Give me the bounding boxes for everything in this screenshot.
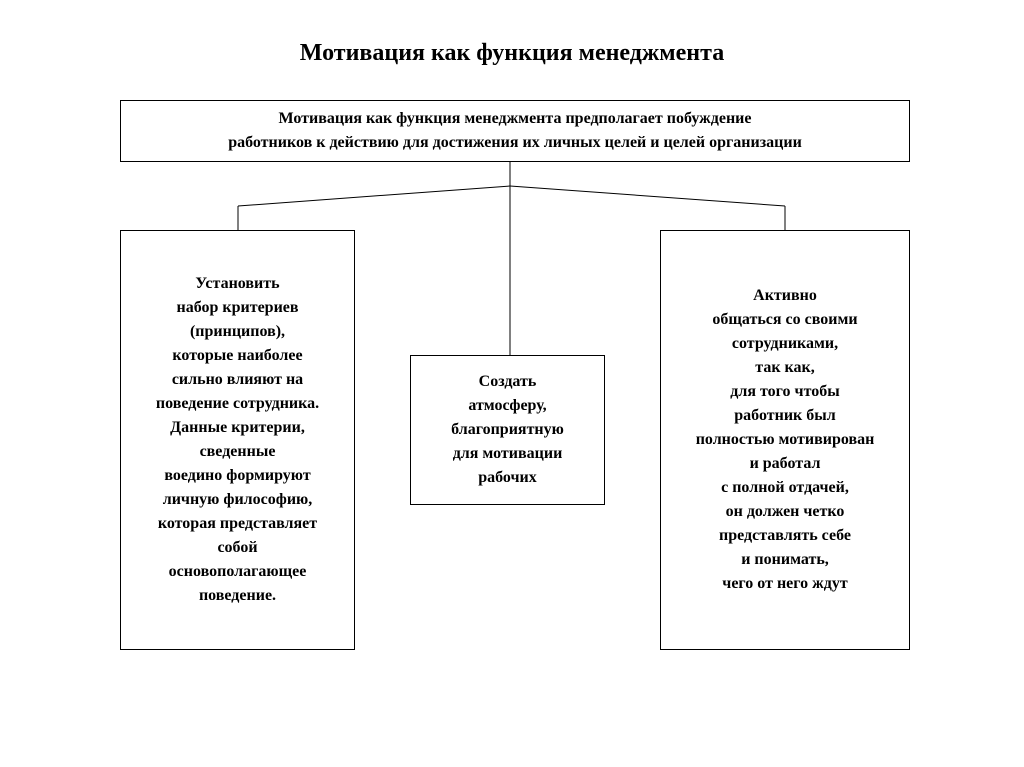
- middle-box: Создать атмосферу, благоприятную для мот…: [410, 355, 605, 505]
- root-text: Мотивация как функция менеджмента предпо…: [228, 107, 802, 155]
- root-box: Мотивация как функция менеджмента предпо…: [120, 100, 910, 162]
- left-text: Установить набор критериев (принципов), …: [156, 272, 319, 608]
- left-box: Установить набор критериев (принципов), …: [120, 230, 355, 650]
- diagram-title: Мотивация как функция менеджмента: [0, 40, 1024, 67]
- middle-text: Создать атмосферу, благоприятную для мот…: [451, 370, 564, 490]
- right-text: Активно общаться со своими сотрудниками,…: [696, 284, 875, 596]
- right-box: Активно общаться со своими сотрудниками,…: [660, 230, 910, 650]
